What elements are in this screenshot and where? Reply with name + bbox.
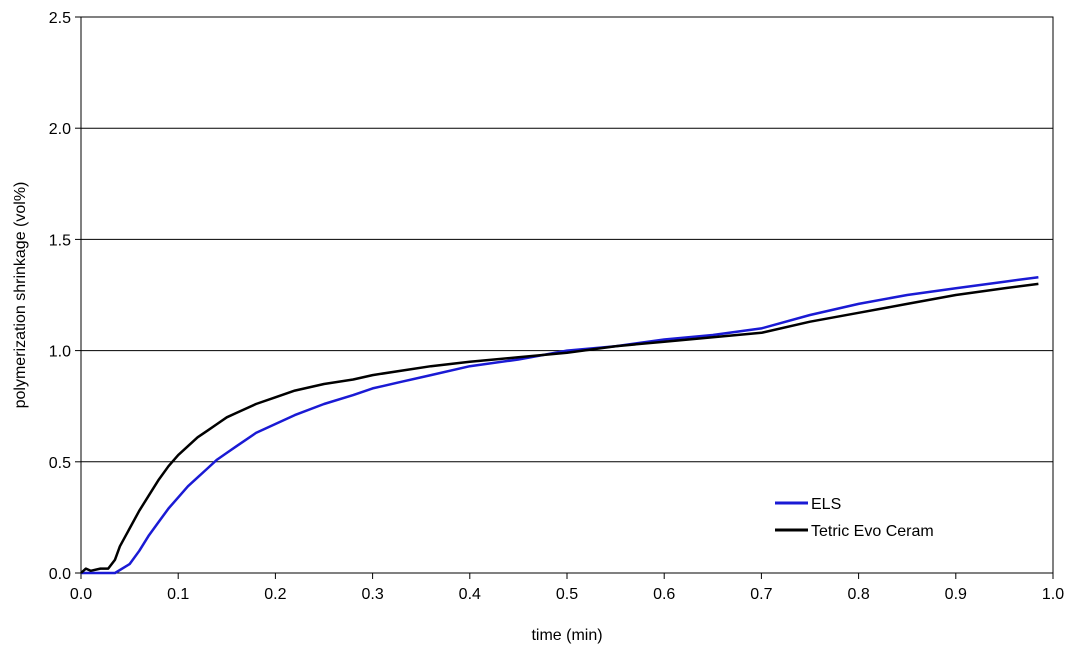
horizontal-gridlines [81, 127, 1053, 463]
x-tick-label: 0.1 [167, 586, 189, 603]
x-axis-ticks: 0.0 0.1 0.2 0.3 0.4 0.5 0.6 0.7 0.8 0.9 1.0 [70, 573, 1064, 603]
y-tick-label: 2.0 [49, 121, 71, 138]
y-tick-label: 0.5 [49, 455, 71, 472]
y-tick-label: 1.5 [49, 232, 71, 249]
y-axis-title: polymerization shrinkage (vol%) [12, 182, 29, 409]
x-tick-label: 0.9 [945, 586, 967, 603]
y-axis-ticks: 0.0 0.5 1.0 1.5 2.0 2.5 [49, 10, 81, 583]
legend: ELS Tetric Evo Ceram [775, 496, 934, 540]
y-tick-label: 1.0 [49, 344, 71, 361]
legend-label-tetric-evo-ceram: Tetric Evo Ceram [811, 523, 934, 540]
x-axis-title: time (min) [531, 627, 602, 644]
x-tick-label: 0.3 [361, 586, 383, 603]
x-tick-label: 0.5 [556, 586, 578, 603]
legend-label-els: ELS [811, 496, 841, 513]
series-line-els [81, 275, 1039, 575]
x-tick-label: 0.7 [750, 586, 772, 603]
series-line-tetric-evo-ceram [80, 282, 1039, 574]
x-tick-label: 0.6 [653, 586, 675, 603]
y-tick-label: 2.5 [49, 10, 71, 27]
x-tick-label: 0.0 [70, 586, 92, 603]
x-tick-label: 0.4 [459, 586, 481, 603]
y-tick-label: 0.0 [49, 566, 71, 583]
x-tick-label: 0.2 [264, 586, 286, 603]
series-lines [80, 275, 1039, 575]
x-tick-label: 1.0 [1042, 586, 1064, 603]
x-tick-label: 0.8 [847, 586, 869, 603]
